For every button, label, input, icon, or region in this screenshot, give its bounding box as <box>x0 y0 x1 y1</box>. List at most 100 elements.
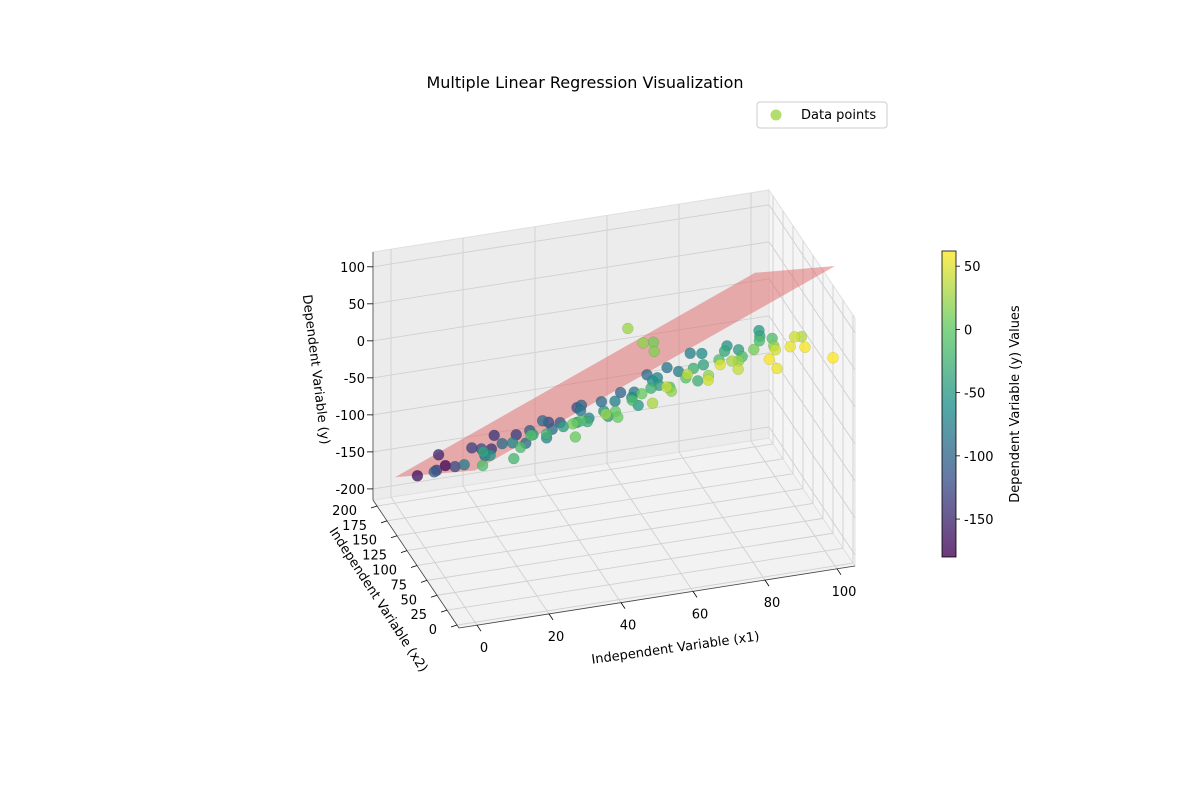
x-tick-label: 60 <box>692 607 709 622</box>
z-tick-label: 100 <box>340 261 365 276</box>
grid-line <box>396 473 794 537</box>
grid-line <box>768 241 856 371</box>
y-tick-label: 25 <box>410 608 427 623</box>
data-point <box>569 431 582 443</box>
z-tick-label: -50 <box>344 372 365 387</box>
y-tick-label: 125 <box>362 549 387 564</box>
y-tick <box>370 505 378 509</box>
data-point <box>763 353 776 366</box>
y-tick-label: 175 <box>342 519 367 534</box>
data-point <box>827 352 839 364</box>
data-point <box>477 446 490 458</box>
x-tick-label: 80 <box>764 596 781 611</box>
x-axis-line <box>458 565 856 629</box>
x-tick <box>548 613 554 621</box>
data-point <box>525 429 537 442</box>
y-tick-label: 75 <box>390 578 407 593</box>
grid-line <box>390 496 478 626</box>
data-point <box>574 404 587 417</box>
grid-line <box>446 547 844 611</box>
data-point <box>536 415 549 427</box>
legend-label: Data points <box>801 108 876 123</box>
grid-line <box>436 532 834 596</box>
data-point <box>696 347 708 360</box>
grid-line <box>426 517 824 581</box>
x-axis-label: Independent Variable (x1) <box>591 629 761 667</box>
data-point <box>714 358 726 371</box>
grid-line <box>416 503 814 566</box>
z-tick-label: 50 <box>348 298 365 313</box>
grid-line <box>372 278 770 342</box>
colorbar-tick-label: -150 <box>964 513 994 528</box>
data-point <box>661 361 673 374</box>
data-point <box>771 362 783 375</box>
data-point <box>508 452 520 465</box>
data-point <box>645 382 657 394</box>
legend-marker <box>770 109 782 121</box>
data-point <box>732 363 744 375</box>
data-point <box>622 322 634 335</box>
grid-line <box>462 485 550 615</box>
grid-line <box>768 315 856 445</box>
data-point <box>458 458 470 471</box>
regression-plane-surface <box>395 266 835 478</box>
colorbar-tick-label: -100 <box>964 450 994 465</box>
colorbar-tick-label: 0 <box>964 323 972 338</box>
data-point <box>692 375 704 387</box>
y-tick-label: 150 <box>352 534 377 549</box>
colorbar-bar <box>941 250 957 558</box>
colorbar-ticks: -150 -100 -50 0 50 <box>956 260 994 528</box>
data-point <box>540 428 553 440</box>
y-tick <box>430 594 438 598</box>
x-tick <box>836 568 842 576</box>
grid-line <box>606 463 694 592</box>
z-tick-label: -200 <box>335 483 365 498</box>
data-point <box>557 420 570 433</box>
colorbar-tick-label: -50 <box>964 387 985 402</box>
y-tick-label: 50 <box>400 593 417 608</box>
data-point <box>595 395 608 408</box>
data-point <box>609 395 621 407</box>
data-point <box>660 381 673 393</box>
legend: Data points <box>756 101 888 129</box>
y-axis-line <box>372 499 460 629</box>
data-point <box>476 459 489 472</box>
y-tick <box>440 609 448 613</box>
grid-line <box>768 426 856 556</box>
x-tick-label: 0 <box>480 641 488 656</box>
data-point <box>769 344 782 356</box>
y-tick <box>390 535 398 539</box>
data-point <box>496 437 508 450</box>
data-point <box>614 386 627 399</box>
x-tick <box>620 602 626 609</box>
data-point <box>514 441 527 454</box>
grid-line <box>406 488 804 552</box>
axis-panes <box>372 188 856 629</box>
y-tick-label: 200 <box>332 504 357 519</box>
grid-line <box>456 562 854 626</box>
data-point <box>726 355 738 367</box>
chart-title: Multiple Linear Regression Visualization <box>426 73 743 92</box>
grid-line <box>750 440 838 570</box>
grid-line <box>768 389 856 519</box>
x-tick <box>692 591 698 598</box>
data-point <box>428 466 440 478</box>
y-tick <box>400 550 408 553</box>
x-tick-label: 20 <box>548 630 565 645</box>
grid-line <box>372 204 770 268</box>
data-point <box>702 374 714 386</box>
y-tick <box>420 579 428 583</box>
data-point <box>697 359 710 371</box>
data-point <box>411 470 424 482</box>
colorbar: -150 -100 -50 0 50 Dependent Variable (y) Va… <box>941 250 1023 558</box>
x-tick-label: 40 <box>620 619 637 634</box>
x-tick <box>764 579 770 587</box>
y-tick-label: 100 <box>372 563 397 578</box>
grid-line <box>768 278 856 408</box>
x-tick <box>476 624 482 632</box>
colorbar-tick-label: 50 <box>964 260 981 275</box>
z-tick-label: -100 <box>335 409 365 424</box>
colorbar-label: Dependent Variable (y) Values <box>1008 305 1023 503</box>
y-tick-label: 0 <box>429 623 437 638</box>
data-point <box>488 429 500 442</box>
